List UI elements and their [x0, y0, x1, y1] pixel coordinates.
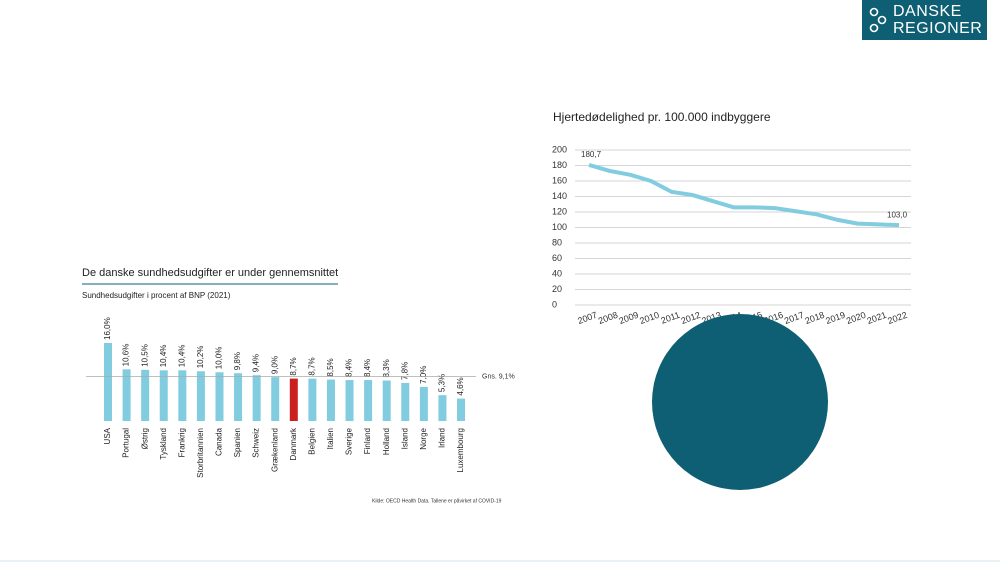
x-tick-label: Belgien: [307, 428, 316, 455]
y-tick-label: 40: [552, 268, 562, 278]
x-tick-label: Grækenland: [270, 428, 279, 472]
x-tick-label: 2012: [680, 310, 702, 326]
x-tick-label: 2018: [804, 310, 826, 326]
y-tick-label: 100: [552, 222, 567, 232]
x-tick-label: Tyskland: [159, 428, 168, 460]
value-label: 9,0%: [270, 356, 279, 374]
x-tick-label: Norge: [419, 427, 428, 449]
logo-text: DANSKE: [893, 3, 962, 20]
value-label: 8,4%: [345, 359, 354, 377]
logo-icon: [869, 7, 887, 33]
bar: [438, 395, 447, 421]
value-label: 10,4%: [159, 345, 168, 368]
x-tick-label: 2008: [597, 310, 619, 326]
x-tick-label: 2021: [866, 310, 888, 326]
value-label: 8,3%: [382, 359, 391, 377]
value-label: 10,5%: [140, 344, 149, 367]
bar: [141, 369, 150, 421]
bar: [178, 370, 187, 421]
bar: [271, 377, 280, 421]
chart-subtitle: Sundhedsudgifter i procent af BNP (2021): [82, 291, 231, 300]
line: [588, 163, 900, 228]
chart-title: Hjertedødelighed pr. 100.000 indbyggere: [553, 110, 771, 124]
bar: [122, 369, 131, 421]
x-tick-label: Portugal: [122, 428, 131, 458]
average-label: Gns. 9,1%: [482, 373, 515, 380]
bar: [457, 398, 466, 421]
bar: [252, 375, 261, 421]
x-tick-label: Sverige: [345, 427, 354, 455]
x-tick-label: 2007: [576, 310, 598, 326]
value-label: 4,6%: [456, 377, 465, 395]
y-tick-label: 20: [552, 284, 562, 294]
x-tick-label: Italien: [326, 428, 335, 449]
x-tick-label: Spanien: [233, 428, 242, 457]
y-tick-label: 180: [552, 160, 567, 170]
x-tick-label: Østrig: [140, 428, 149, 449]
value-label: 16,0%: [103, 317, 112, 340]
x-tick-label: 2022: [886, 310, 908, 326]
bar: [345, 380, 354, 421]
logo-text: REGIONER: [893, 20, 982, 37]
bar: [419, 386, 428, 421]
x-tick-label: Finland: [363, 428, 372, 454]
x-tick-label: 2011: [660, 310, 682, 326]
bar: [364, 380, 373, 421]
x-tick-label: Luxembourg: [456, 428, 465, 472]
value-label: 9,8%: [233, 352, 242, 370]
x-tick-label: Island: [400, 428, 409, 449]
y-tick-label: 140: [552, 191, 567, 201]
value-label: 103,0: [887, 210, 908, 219]
x-tick-label: Schweiz: [252, 428, 261, 458]
bar: [234, 373, 243, 421]
y-tick-label: 200: [552, 144, 567, 154]
bar: [196, 371, 205, 421]
source: Kilde: OECD Health Data. Tallene er påvi…: [372, 497, 502, 504]
x-tick-label: 2020: [845, 310, 867, 326]
value-label: 9,4%: [252, 354, 261, 372]
value-label: 10,4%: [177, 345, 186, 368]
value-label: 10,0%: [215, 347, 224, 370]
charts: De danske sundhedsudgifter er under genn…: [82, 110, 911, 504]
value-label: 180,7: [581, 150, 602, 159]
value-label: 8,4%: [363, 359, 372, 377]
bar: [326, 379, 335, 421]
value-label: 7,0%: [419, 366, 428, 384]
logo-box: [862, 0, 987, 40]
y-tick-label: 160: [552, 175, 567, 185]
value-label: 8,5%: [326, 358, 335, 376]
bar: [289, 378, 298, 421]
value-label: 5,3%: [438, 374, 447, 392]
bar: [401, 382, 410, 421]
value-label: 10,6%: [122, 344, 131, 367]
value-label: 8,7%: [307, 357, 316, 375]
x-tick-label: Storbritannien: [196, 428, 205, 478]
x-tick-label: 2010: [638, 310, 660, 326]
x-tick-label: USA: [103, 427, 112, 444]
value-label: 8,7%: [289, 357, 298, 375]
bar: [308, 378, 317, 421]
value-label: 7,8%: [400, 362, 409, 380]
bar: [159, 370, 168, 421]
x-tick-label: Danmark: [289, 427, 298, 460]
bar: [215, 372, 224, 421]
bar: [104, 343, 112, 421]
y-tick-label: 80: [552, 237, 562, 247]
chart-title: De danske sundhedsudgifter er under genn…: [82, 267, 338, 279]
value-label: 10,2%: [196, 346, 205, 369]
x-tick-label: Holland: [382, 428, 391, 455]
y-tick-label: 0: [552, 299, 557, 309]
x-tick-label: Irland: [438, 428, 447, 448]
x-tick-label: 2009: [618, 310, 640, 326]
y-tick-label: 60: [552, 253, 562, 263]
x-tick-label: 2019: [824, 310, 846, 326]
x-tick-label: Frankrig: [177, 428, 186, 457]
y-tick-label: 120: [552, 206, 567, 216]
decorative-circle: [652, 314, 828, 490]
x-tick-label: Canada: [215, 427, 224, 456]
x-tick-label: 2017: [783, 310, 805, 326]
bar: [382, 380, 391, 421]
